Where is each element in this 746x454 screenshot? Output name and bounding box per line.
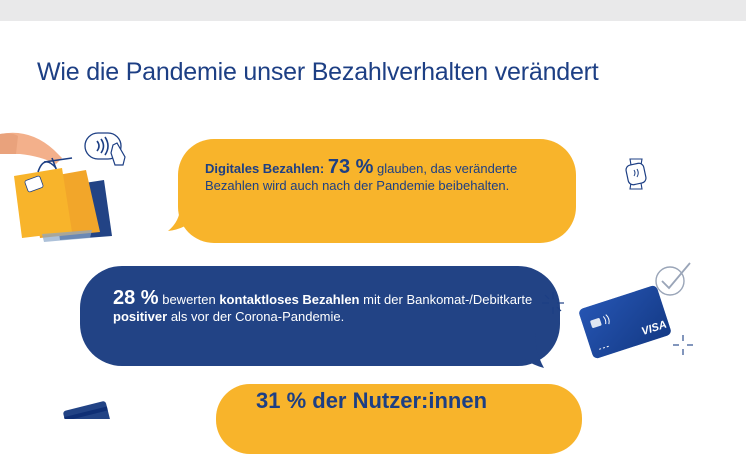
page-title: Wie die Pandemie unser Bezahlverhalten v…	[37, 58, 599, 86]
sparkle-icon	[673, 335, 693, 355]
shopping-bags-icon	[0, 132, 112, 242]
visa-card-icon: VISA	[579, 285, 671, 359]
bubble-heading: Digitales Bezahlen:	[205, 161, 325, 176]
smartwatch-icon	[625, 158, 647, 190]
bubble-text: mit der Bankomat-/Debitkarte	[363, 292, 533, 307]
contactless-text: 28 % bewerten kontaktloses Bezahlen mit …	[113, 287, 533, 325]
checkmark-icon	[655, 262, 691, 296]
sparkle-icon	[542, 292, 564, 314]
card-icon	[63, 401, 110, 419]
bubble-stat: 73 %	[327, 156, 374, 178]
digital-payment-bubble	[178, 139, 576, 243]
contactless-bubble	[80, 266, 560, 366]
bubble-bold-text: positiver	[113, 309, 168, 324]
bubble-text: bewerten	[162, 292, 216, 307]
bubble-body: glauben, das veränderte Bezahlen wird au…	[205, 161, 518, 193]
bubble-stat: 28 %	[113, 287, 159, 309]
bubble-bold-text: kontaktloses Bezahlen	[219, 292, 360, 307]
top-bar	[0, 0, 746, 21]
digital-payment-text: Digitales Bezahlen: 73 % glauben, das ve…	[205, 156, 545, 194]
users-bubble-text: 31 % der Nutzer:innen	[256, 388, 488, 413]
contactless-payment-icon	[84, 132, 126, 166]
bubble-tail-2	[512, 332, 544, 368]
bubble-text: als vor der Corona-Pandemie.	[170, 309, 345, 324]
